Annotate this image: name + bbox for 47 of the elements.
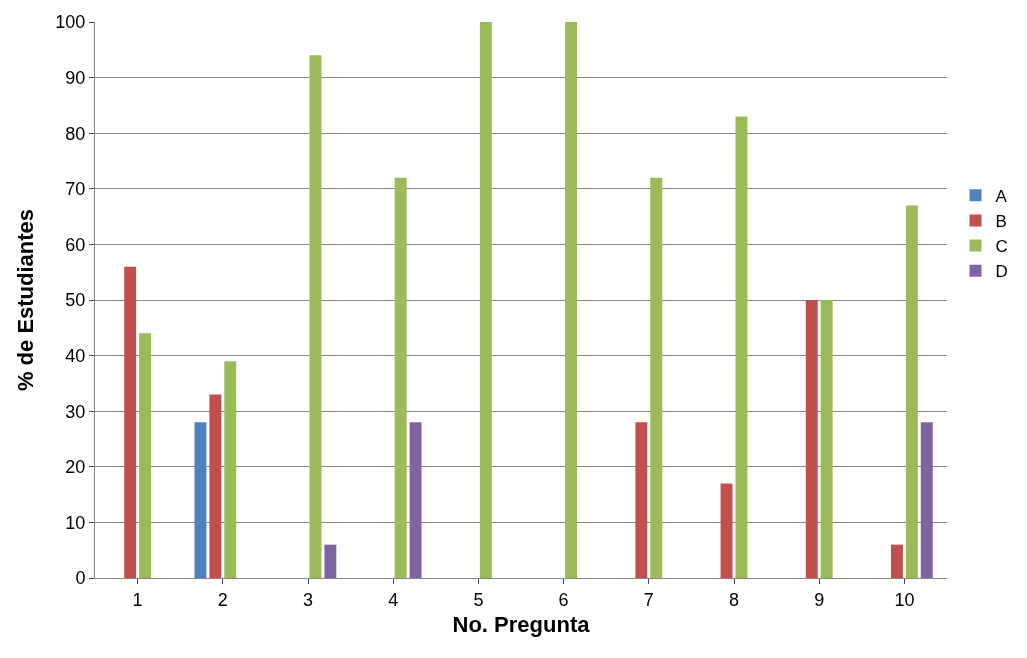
y-axis-title: % de Estudiantes <box>13 208 39 392</box>
bar <box>820 300 833 578</box>
bar <box>324 544 337 578</box>
x-tick-label: 3 <box>302 589 314 610</box>
x-tick-label: 4 <box>388 589 399 610</box>
bar <box>124 266 137 578</box>
x-tick-label: 1 <box>132 589 143 610</box>
x-tick-label: 7 <box>643 589 654 610</box>
y-tick-label: 0 <box>75 568 86 589</box>
y-tick-label: 70 <box>65 179 86 200</box>
y-tick-label: 30 <box>65 401 86 422</box>
bar <box>720 483 733 578</box>
bar <box>409 422 422 578</box>
bar <box>920 422 933 578</box>
x-tick-label: 5 <box>473 589 484 610</box>
bar <box>139 333 152 578</box>
bar <box>224 361 237 578</box>
bar <box>805 300 818 578</box>
x-tick-label: 10 <box>894 589 915 610</box>
bar <box>890 544 903 578</box>
legend-label: C <box>995 237 1008 257</box>
y-tick-label: 50 <box>65 290 86 311</box>
y-tick-label: 60 <box>65 234 86 255</box>
bar <box>209 394 222 578</box>
y-tick-label: 40 <box>65 345 86 366</box>
x-tick-label: 6 <box>558 589 569 610</box>
bar <box>394 177 407 578</box>
x-tick-label: 9 <box>814 589 825 610</box>
y-tick-label: 100 <box>55 12 86 33</box>
bar <box>905 205 918 578</box>
legend-label: A <box>995 186 1008 206</box>
bar <box>735 116 748 578</box>
bar <box>635 422 648 578</box>
legend-label: B <box>995 212 1007 232</box>
bar <box>479 22 492 578</box>
bar <box>565 22 578 578</box>
bar <box>309 55 322 578</box>
y-tick-label: 20 <box>65 457 86 478</box>
legend-label: D <box>995 262 1008 282</box>
y-tick-label: 10 <box>65 512 86 533</box>
bar <box>194 422 207 578</box>
x-tick-label: 8 <box>728 589 740 610</box>
y-tick-label: 80 <box>65 123 86 144</box>
y-tick-label: 90 <box>65 67 86 88</box>
bar <box>650 177 663 578</box>
x-tick-label: 2 <box>217 589 228 610</box>
x-axis-title: No. Pregunta <box>452 612 591 638</box>
